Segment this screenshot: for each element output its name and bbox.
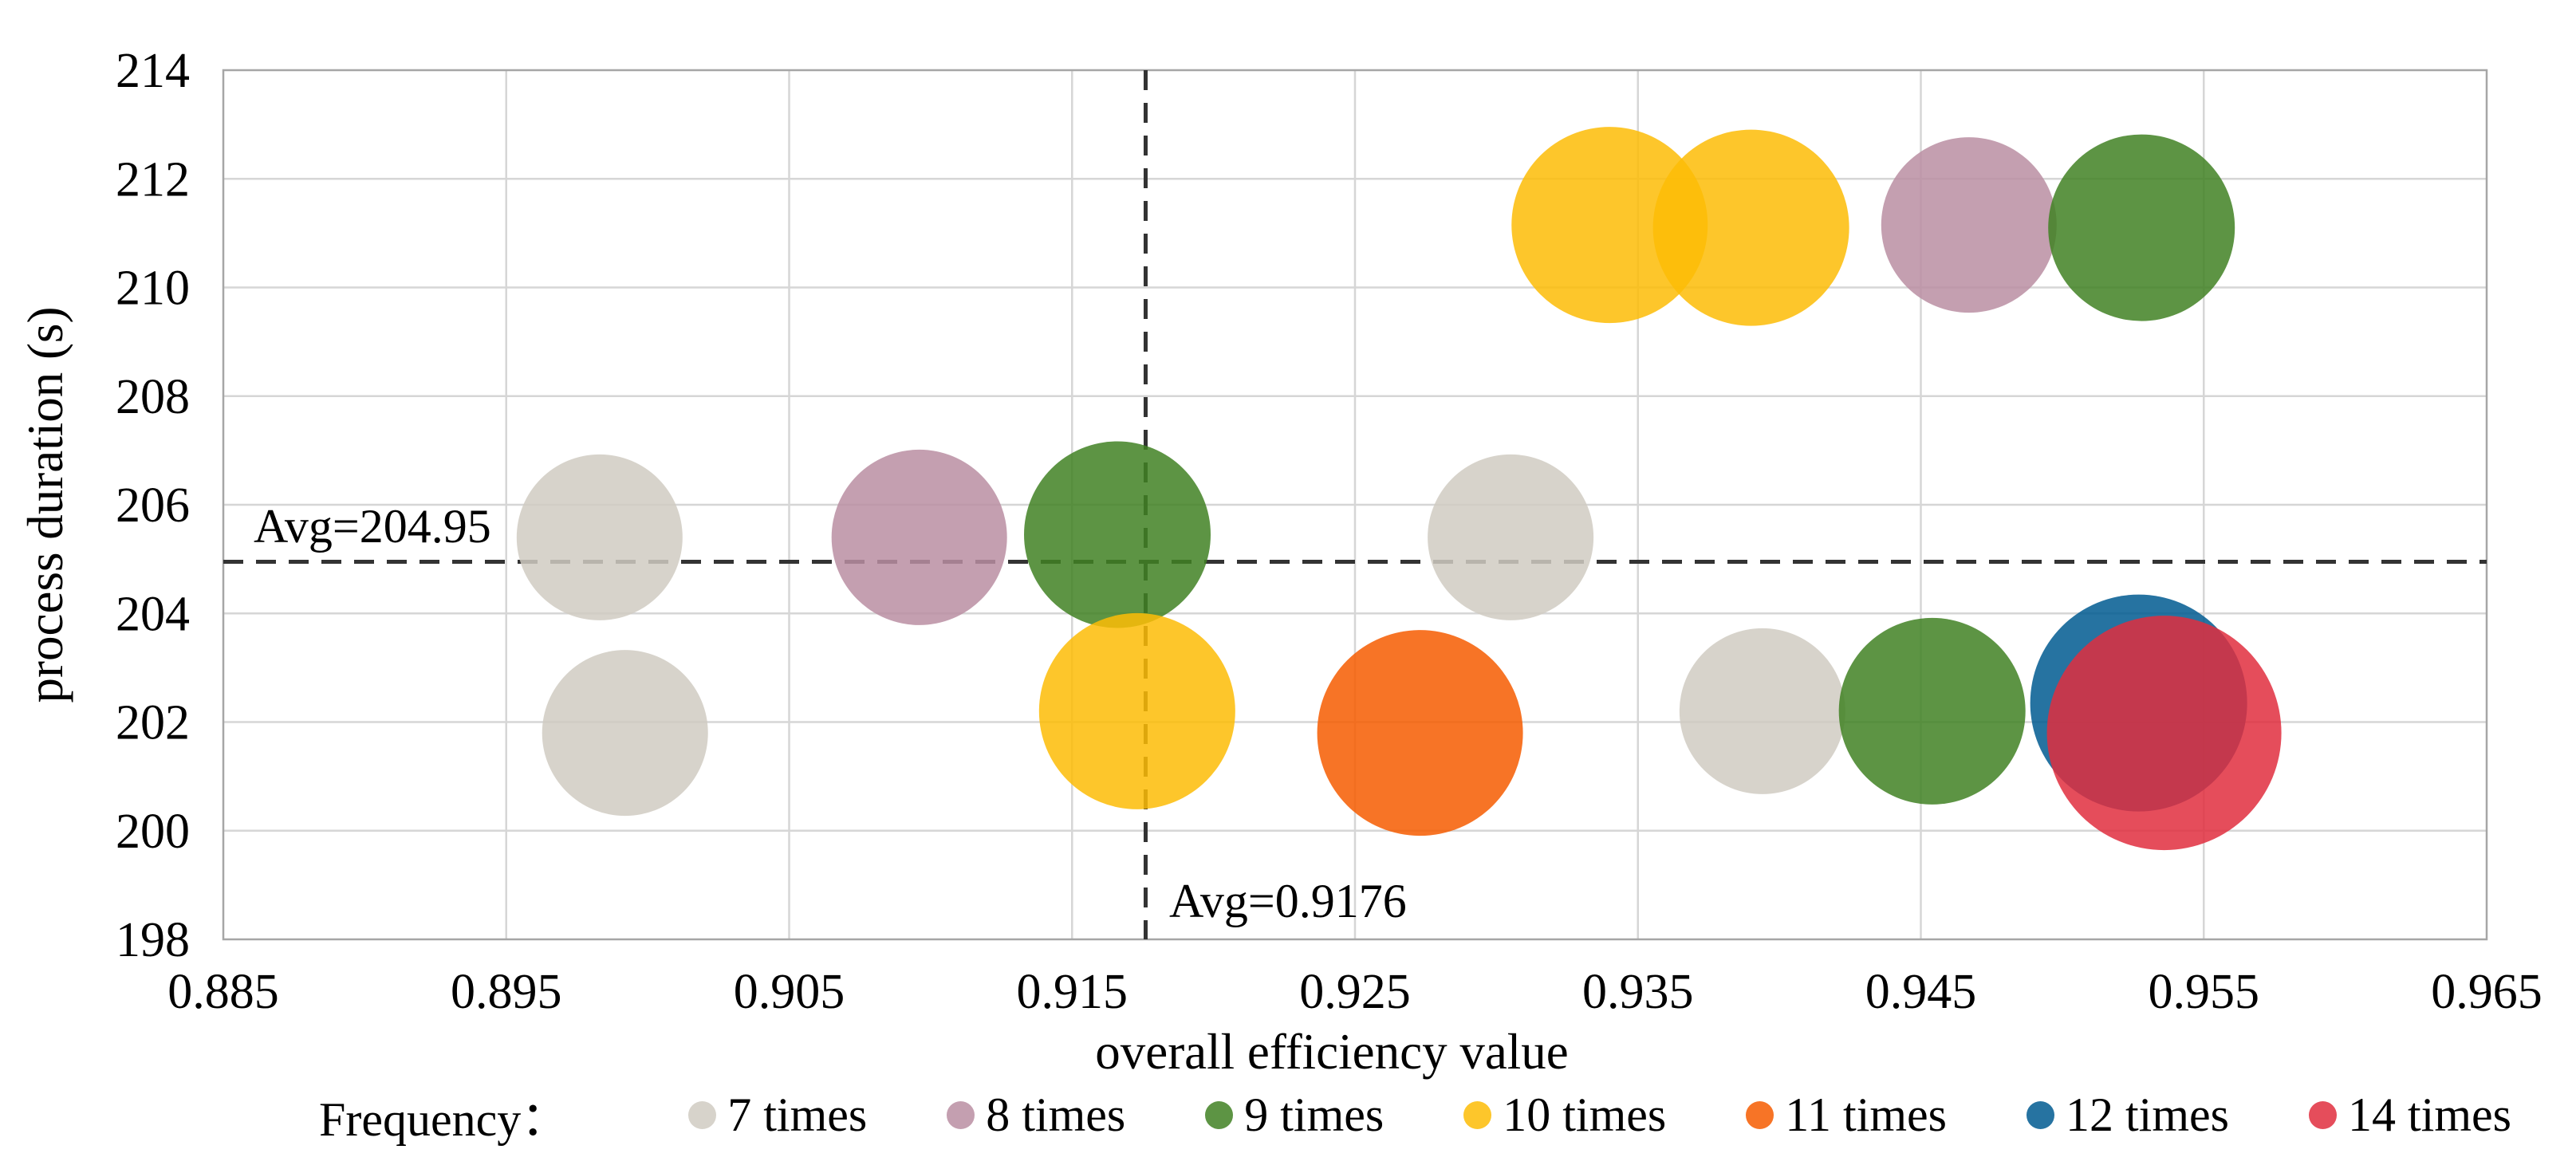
legend-label: 8 times (986, 1088, 1126, 1141)
bubble-7-times-4 (1679, 628, 1845, 794)
legend-title: Frequency： (319, 1092, 569, 1146)
x-tick-label: 0.965 (2431, 965, 2543, 1019)
y-tick-label: 204 (116, 587, 190, 641)
axis-tick-labels: 0.885 0.895 0.905 0.915 0.925 0.935 0.945 0.955… (116, 44, 2543, 1019)
legend-item-14-times: 14 times (2309, 1088, 2511, 1143)
x-tick-label: 0.935 (1582, 965, 1694, 1019)
legend-label: 10 times (1503, 1088, 1667, 1141)
legend-item-11-times: 11 times (1746, 1088, 1947, 1143)
bubble-10-times-2 (1511, 127, 1708, 324)
bubble-7-times-2 (542, 650, 708, 817)
y-tick-label: 202 (116, 696, 190, 750)
legend-dot-11-times (1746, 1100, 1774, 1129)
legend-label: 9 times (1244, 1088, 1385, 1141)
bubble-9-times-1 (1024, 441, 1211, 628)
bubble-9-times-2 (1838, 617, 2026, 805)
legend-item-8-times: 8 times (947, 1088, 1125, 1143)
bubble-9-times-3 (2048, 134, 2235, 321)
legend-dot-8-times (947, 1100, 975, 1129)
legend-item-12-times: 12 times (2027, 1088, 2229, 1143)
y-tick-label: 200 (116, 805, 190, 859)
plot-border (222, 69, 2488, 941)
legend: Frequency： 7 times 8 times 9 times 10 times… (319, 1078, 2576, 1151)
x-axis-title: overall efficiency value (1095, 1024, 1569, 1080)
legend-item-7-times: 7 times (688, 1088, 867, 1143)
legend-label: 11 times (1785, 1088, 1948, 1141)
legend-dot-7-times (688, 1100, 717, 1129)
y-tick-label: 214 (116, 44, 190, 98)
bubble-14-times-1 (2046, 616, 2282, 851)
avg-efficiency-label: Avg=0.9176 (1169, 875, 1407, 927)
legend-label: 14 times (2348, 1088, 2512, 1141)
avg-duration-label: Avg=204.95 (254, 500, 491, 553)
bubble-10-times-1 (1038, 612, 1235, 809)
x-tick-label: 0.915 (1017, 965, 1128, 1019)
x-tick-label: 0.885 (167, 965, 279, 1019)
legend-dot-9-times (1205, 1100, 1234, 1129)
y-tick-label: 206 (116, 478, 190, 533)
legend-item-9-times: 9 times (1205, 1088, 1384, 1143)
y-tick-label: 210 (116, 262, 190, 316)
bubble-7-times-1 (516, 454, 683, 620)
y-tick-label: 212 (116, 152, 190, 207)
y-axis-title: process duration (s) (18, 307, 73, 703)
x-tick-label: 0.925 (1299, 965, 1411, 1019)
legend-dot-14-times (2309, 1100, 2338, 1129)
legend-label: 12 times (2066, 1088, 2230, 1141)
bubble-series (516, 127, 2282, 851)
x-tick-label: 0.945 (1865, 965, 1977, 1019)
bubble-10-times-3 (1652, 129, 1849, 326)
bubble-8-times-2 (1881, 137, 2057, 313)
x-tick-label: 0.905 (734, 965, 845, 1019)
y-tick-label: 198 (116, 913, 190, 967)
x-tick-label: 0.955 (2149, 965, 2260, 1019)
bubble-11-times-1 (1317, 630, 1523, 836)
y-tick-label: 208 (116, 370, 190, 424)
bubble-7-times-3 (1428, 454, 1594, 620)
x-tick-label: 0.895 (451, 965, 562, 1019)
legend-label: 7 times (727, 1088, 868, 1141)
legend-item-10-times: 10 times (1463, 1088, 1666, 1143)
legend-dot-12-times (2027, 1100, 2055, 1129)
bubble-8-times-1 (831, 449, 1007, 625)
legend-dot-10-times (1463, 1100, 1492, 1129)
